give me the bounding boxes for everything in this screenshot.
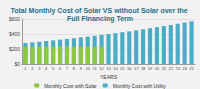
svg-text:Full Financing Term: Full Financing Term <box>67 15 133 23</box>
svg-text:25: 25 <box>189 66 194 71</box>
svg-text:YEARS: YEARS <box>100 74 118 80</box>
svg-text:20: 20 <box>155 66 160 71</box>
svg-text:Total Monthly Cost of Solar VS: Total Monthly Cost of Solar VS without S… <box>10 7 189 15</box>
svg-text:9: 9 <box>80 66 83 71</box>
svg-text:8: 8 <box>73 66 76 71</box>
svg-text:17: 17 <box>134 66 139 71</box>
svg-text:23: 23 <box>175 66 180 71</box>
svg-text:7: 7 <box>66 66 69 71</box>
svg-text:19: 19 <box>148 66 153 71</box>
svg-text:6: 6 <box>59 66 62 71</box>
svg-text:5: 5 <box>52 66 55 71</box>
svg-text:3: 3 <box>38 66 41 71</box>
svg-text:4: 4 <box>45 66 48 71</box>
svg-text:10: 10 <box>86 66 91 71</box>
svg-text:11: 11 <box>93 66 98 71</box>
svg-text:2: 2 <box>31 66 34 71</box>
svg-text:14: 14 <box>113 66 118 71</box>
svg-text:$200: $200 <box>9 46 20 52</box>
svg-text:24: 24 <box>182 66 187 71</box>
svg-text:Monthly Cost with Solar: Monthly Cost with Solar <box>44 83 97 89</box>
svg-text:21: 21 <box>162 66 167 71</box>
svg-text:18: 18 <box>141 66 146 71</box>
svg-text:1: 1 <box>24 66 27 71</box>
svg-text:$600: $600 <box>9 16 20 22</box>
svg-text:13: 13 <box>106 66 111 71</box>
svg-text:15: 15 <box>120 66 125 71</box>
svg-text:$400: $400 <box>9 31 20 37</box>
svg-text:Monthly Cost with Utility: Monthly Cost with Utility <box>113 83 167 89</box>
svg-text:16: 16 <box>127 66 132 71</box>
svg-text:$0: $0 <box>14 61 20 67</box>
svg-text:12: 12 <box>99 66 104 71</box>
svg-text:22: 22 <box>169 66 174 71</box>
